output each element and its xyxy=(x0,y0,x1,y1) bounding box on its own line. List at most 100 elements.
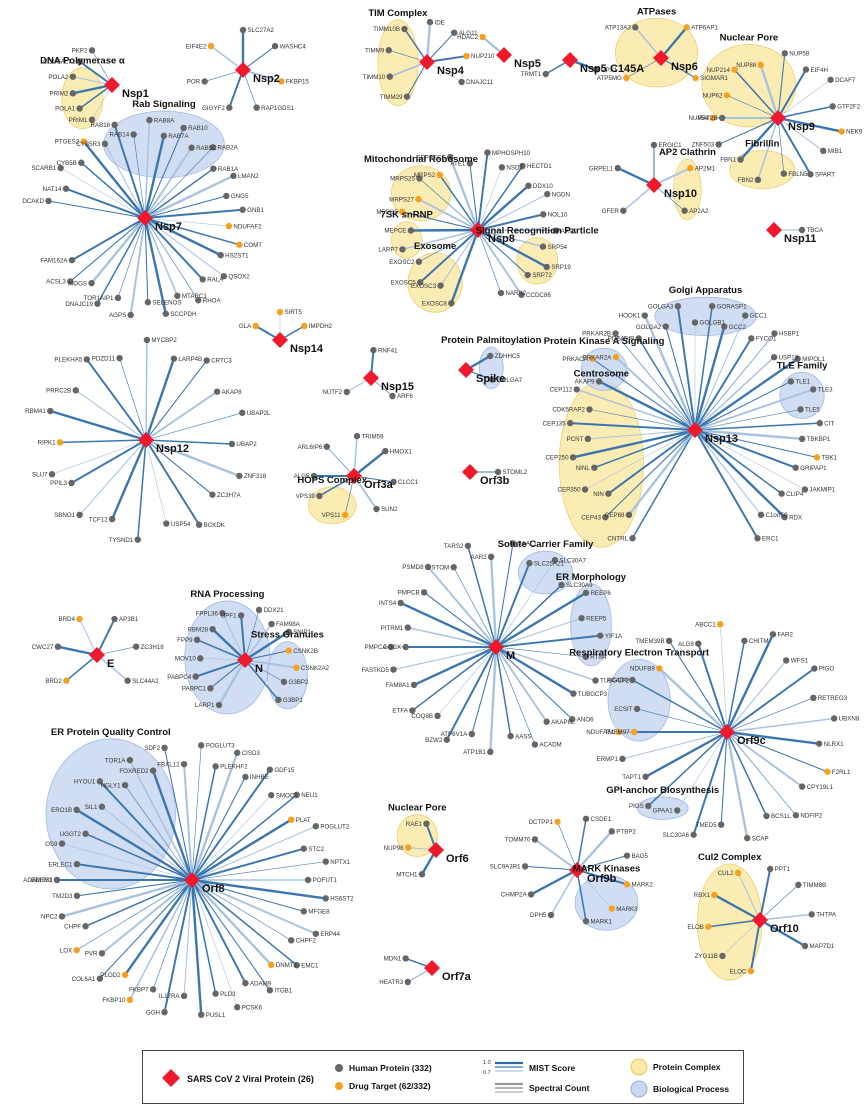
protein-label-chpf: CHPF xyxy=(64,923,81,930)
protein-label-atp1b1: ATP1B1 xyxy=(463,749,486,756)
edge-nsp12-ubap2 xyxy=(145,439,233,445)
edge-nsp7-gnb1 xyxy=(144,208,244,219)
legend: SARS CoV 2 Viral Protein (26) Human Prot… xyxy=(142,1050,744,1104)
protein-node-g3bp1 xyxy=(275,696,282,704)
protein-label-stom: STOM xyxy=(431,564,449,571)
viral-label-nsp1: Nsp1 xyxy=(122,88,149,100)
protein-node-fkbp15 xyxy=(278,78,285,85)
protein-node-fkbp7 xyxy=(149,986,157,993)
protein-label-nup54: NUP54 xyxy=(689,115,710,122)
edge-orf9b-dctpp1 xyxy=(557,821,578,871)
protein-node-cep112 xyxy=(573,386,580,393)
protein-label-g3bp2: G3BP2 xyxy=(289,679,310,686)
protein-label-rae1: RAE1 xyxy=(406,821,423,828)
protein-node-eif4e2 xyxy=(207,42,215,50)
protein-node-znf318 xyxy=(236,472,243,480)
protein-node-ubap2l xyxy=(239,409,246,416)
protein-label-nin: NIN xyxy=(593,491,604,498)
edge-n-fam98a xyxy=(244,623,273,661)
protein-label-slc25a21: SLC25A21 xyxy=(534,560,564,567)
edge-nsp4-dnajc11 xyxy=(426,61,462,83)
protein-label-ide: IDE xyxy=(434,19,444,26)
protein-node-nsd2 xyxy=(498,164,506,171)
edge-nsp8-mrps2 xyxy=(438,174,479,231)
protein-node-ergic1 xyxy=(650,141,658,149)
protein-label-thtpa: THTPA xyxy=(816,912,837,919)
edge-m-slc30a7 xyxy=(495,559,556,648)
edge-nsp6-atp6ap1 xyxy=(659,26,688,60)
protein-node-nup98 xyxy=(404,844,412,851)
protein-label-fam98a: FAM98A xyxy=(276,621,301,628)
protein-node-gcc1 xyxy=(742,312,749,319)
protein-node-cep250 xyxy=(569,454,577,461)
edge-nsp13-gorasp1 xyxy=(694,305,713,431)
edge-nsp12-pdzd11 xyxy=(119,357,147,441)
protein-node-larp1 xyxy=(215,701,223,709)
protein-label-reep6: REEP6 xyxy=(590,590,611,597)
protein-node-fkbp10 xyxy=(126,996,134,1004)
edge-nsp7-rab10 xyxy=(144,127,185,219)
edge-nsp8-nsd2 xyxy=(477,167,503,231)
edge-orf9b-csde1 xyxy=(576,818,587,871)
edge-orf8-pcsk6 xyxy=(191,879,238,1008)
protein-label-pola2: POLA2 xyxy=(48,74,69,81)
protein-node-pmpca xyxy=(387,643,395,651)
protein-label-tubgcp3: TUBGCP3 xyxy=(578,691,608,698)
edge-nsp8-exosc5 xyxy=(419,229,479,284)
edge-nsp7-ptges2 xyxy=(82,140,147,220)
protein-node-nup210 xyxy=(463,52,470,60)
protein-label-ndfip2: NDFIP2 xyxy=(800,812,823,819)
protein-node-pkp2 xyxy=(88,47,96,54)
viral-label-nsp12: Nsp12 xyxy=(156,443,189,455)
edge-m-etfa xyxy=(411,646,497,712)
edge-nsp7-gng5 xyxy=(144,195,227,219)
viral-node-nsp15 xyxy=(363,370,379,386)
protein-label-pcsk6: PCSK6 xyxy=(242,1004,263,1011)
edge-nsp13-cep68 xyxy=(627,428,697,517)
protein-label-rap1gds1: RAP1GDS1 xyxy=(261,105,295,112)
edge-orf8-pvr xyxy=(100,879,193,955)
protein-label-arf6: ARF6 xyxy=(397,393,413,400)
edge-nsp4-timm29 xyxy=(406,61,428,98)
protein-node-tapt1 xyxy=(642,773,649,780)
protein-label-nat14: NAT14 xyxy=(43,186,62,193)
group-label-respiratory-electron-transport: Respiratory Electron Transport xyxy=(569,647,710,658)
protein-node-os9 xyxy=(58,840,66,847)
protein-node-prim1 xyxy=(88,116,96,123)
legend-viral-label: SARS CoV 2 Viral Protein (26) xyxy=(187,1074,314,1084)
protein-node-ptges2 xyxy=(80,138,87,145)
edge-orf8-stc2 xyxy=(191,847,305,881)
protein-node-gigyf2 xyxy=(226,104,233,111)
edge-orf8-neu1 xyxy=(191,794,298,881)
protein-label-acad9: ACAD9 xyxy=(607,677,628,684)
edge-orf8-cisd3 xyxy=(190,751,239,882)
protein-node-ndufb9 xyxy=(656,665,663,672)
edge-orf8-fkbp10 xyxy=(129,879,193,1001)
protein-node-csnk2a2 xyxy=(293,664,300,671)
protein-node-cisd3 xyxy=(234,749,241,756)
protein-node-pabpc1 xyxy=(207,685,214,692)
edge-orf10-rbx1 xyxy=(713,893,762,922)
protein-label-atp5mg: ATP5MG xyxy=(597,75,622,82)
protein-node-znf503 xyxy=(715,141,722,148)
edge-nsp13-prkar2b xyxy=(615,333,696,431)
edge-nsp12-mycbp2 xyxy=(145,339,148,441)
edge-orf9b-ptbp2 xyxy=(575,830,613,872)
group-hull-ap2-clathrin xyxy=(673,158,702,221)
protein-label-gdf15: GDF15 xyxy=(274,767,295,774)
edge-nsp10-ap2m1 xyxy=(653,167,692,186)
protein-node-clcc1 xyxy=(390,478,397,486)
protein-node-larp7 xyxy=(399,246,406,253)
protein-label-cep135: CEP135 xyxy=(543,420,567,427)
protein-label-jakmip1: JAKMIP1 xyxy=(809,487,835,494)
protein-label-pitrm1: PITRM1 xyxy=(381,625,404,632)
group-label-rab-signaling: Rab Signaling xyxy=(132,99,196,110)
protein-label-prim2: PRIM2 xyxy=(49,91,68,98)
protein-label-colgalt1: COLGALT1 xyxy=(43,59,75,66)
protein-node-cep350 xyxy=(581,486,589,493)
viral-label-e: E xyxy=(107,658,114,670)
protein-node-pld3 xyxy=(212,990,219,997)
edge-n-pabpc1 xyxy=(209,659,246,689)
protein-label-aass: AASS xyxy=(515,733,532,740)
protein-node-srp72 xyxy=(524,271,531,279)
